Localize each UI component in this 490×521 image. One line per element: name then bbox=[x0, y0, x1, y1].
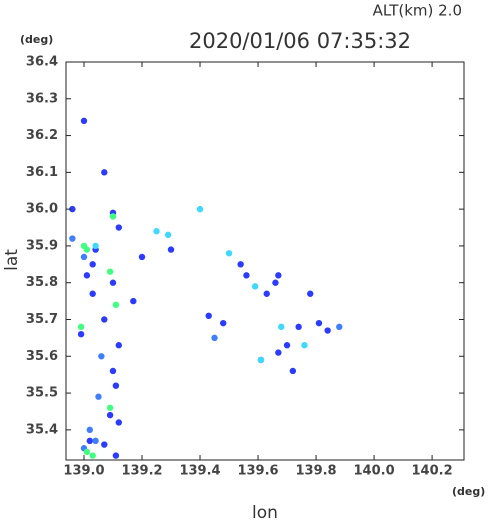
echo-point bbox=[301, 342, 308, 349]
echo-point bbox=[237, 261, 244, 268]
echo-point bbox=[289, 367, 297, 375]
echo-point bbox=[106, 268, 114, 275]
echo-point bbox=[138, 253, 146, 261]
y-unit: (deg) bbox=[20, 33, 53, 46]
echo-point bbox=[307, 290, 314, 297]
echo-point bbox=[86, 437, 93, 445]
echo-point bbox=[89, 261, 96, 268]
echo-point bbox=[112, 452, 120, 459]
y-tick-label: 36.1 bbox=[26, 165, 58, 180]
echo-point bbox=[109, 213, 117, 220]
echo-point bbox=[101, 169, 108, 176]
echo-point bbox=[115, 342, 122, 349]
echo-point bbox=[272, 279, 279, 286]
echo-point bbox=[95, 393, 102, 400]
echo-point bbox=[109, 367, 117, 375]
echo-point bbox=[283, 342, 291, 349]
echo-point bbox=[101, 316, 108, 323]
echo-point bbox=[106, 411, 114, 419]
echo-point bbox=[167, 246, 175, 253]
echo-point bbox=[69, 205, 76, 213]
echo-point bbox=[243, 272, 250, 279]
echo-point bbox=[336, 323, 343, 331]
x-unit: (deg) bbox=[452, 485, 485, 498]
echo-point bbox=[315, 319, 323, 327]
echo-point bbox=[86, 426, 93, 434]
y-tick-label: 36.4 bbox=[26, 55, 58, 70]
y-tick-label: 35.4 bbox=[26, 422, 58, 437]
echo-point bbox=[130, 297, 137, 305]
y-tick-label: 36.0 bbox=[26, 202, 58, 217]
echo-point bbox=[77, 330, 85, 338]
echo-point bbox=[251, 283, 259, 290]
echo-point bbox=[92, 437, 99, 445]
x-tick-label: 139.2 bbox=[121, 464, 162, 479]
echo-point bbox=[112, 301, 120, 308]
echo-point bbox=[77, 323, 85, 331]
echo-point bbox=[278, 323, 285, 331]
echo-point bbox=[153, 228, 160, 235]
y-tick-label: 35.9 bbox=[26, 238, 58, 253]
echo-point bbox=[164, 231, 172, 239]
echo-point bbox=[112, 382, 120, 389]
x-tick-label: 140.2 bbox=[412, 464, 453, 479]
echo-point bbox=[220, 319, 227, 327]
echo-point bbox=[106, 404, 114, 411]
subtitle: ALT(km) 2.0 bbox=[373, 2, 462, 20]
echo-point bbox=[83, 246, 91, 253]
echo-point bbox=[115, 224, 122, 231]
y-tick-label: 36.3 bbox=[26, 91, 58, 106]
x-tick-label: 139.4 bbox=[179, 464, 220, 479]
echo-point bbox=[196, 205, 204, 213]
plot-points bbox=[69, 117, 343, 459]
echo-point bbox=[211, 334, 218, 342]
echo-point bbox=[98, 353, 105, 360]
x-tick-label: 139.8 bbox=[295, 464, 336, 479]
x-tick-label: 139.6 bbox=[237, 464, 278, 479]
y-tick-label: 35.7 bbox=[26, 312, 58, 327]
y-tick-label: 35.8 bbox=[26, 275, 58, 290]
echo-point bbox=[109, 279, 117, 286]
echo-point bbox=[263, 290, 270, 297]
echo-point bbox=[275, 349, 282, 356]
echo-point bbox=[80, 117, 88, 125]
echo-point bbox=[89, 290, 96, 297]
echo-point bbox=[69, 235, 76, 242]
echo-point bbox=[275, 272, 282, 279]
echo-point bbox=[83, 272, 91, 279]
echo-point bbox=[89, 452, 96, 459]
echo-point bbox=[80, 253, 88, 261]
y-tick-label: 35.6 bbox=[26, 349, 58, 364]
echo-point bbox=[257, 356, 265, 364]
echo-point bbox=[92, 242, 99, 250]
echo-point bbox=[205, 312, 212, 320]
y-tick-label: 35.5 bbox=[26, 386, 58, 401]
y-axis-label: lat bbox=[2, 249, 22, 271]
x-tick-label: 140.0 bbox=[354, 464, 395, 479]
chart-title: 2020/01/06 07:35:32 bbox=[189, 29, 411, 53]
echo-point bbox=[101, 441, 108, 448]
x-axis-label: lon bbox=[252, 503, 278, 521]
echo-point bbox=[295, 323, 302, 331]
echo-point bbox=[83, 448, 91, 456]
x-tick-label: 139.0 bbox=[63, 464, 104, 479]
echo-point bbox=[225, 250, 233, 257]
echo-point bbox=[324, 327, 331, 334]
y-tick-label: 36.2 bbox=[26, 128, 58, 143]
plot-frame bbox=[65, 61, 465, 461]
echo-point bbox=[115, 419, 122, 426]
